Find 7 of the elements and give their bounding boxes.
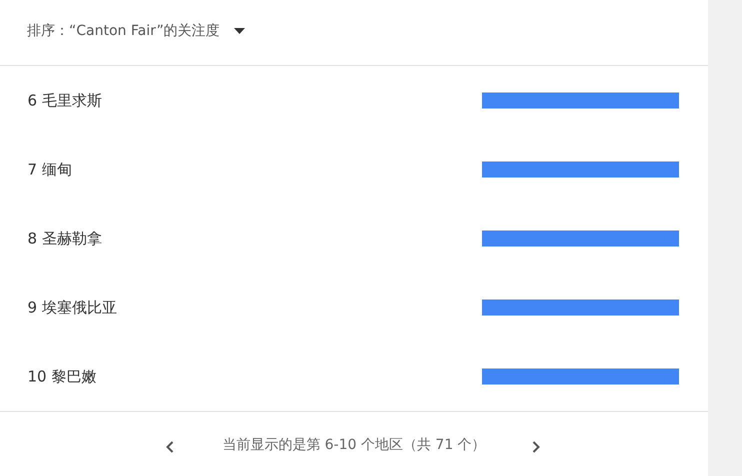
y-tick-label: 9 埃塞俄比亚 bbox=[28, 298, 117, 316]
y-tick-label: 8 圣赫勒拿 bbox=[28, 230, 102, 248]
y-tick-label: 7 缅甸 bbox=[28, 160, 72, 178]
y-tick-label: 6 毛里求斯 bbox=[28, 92, 102, 110]
text: 当前显示的是第 6-10 个地区（共 71 个） bbox=[221, 436, 487, 454]
text: 排序：“Canton Fair”的关注度 bbox=[27, 22, 220, 40]
y-tick-label: 10 黎巴嫩 bbox=[28, 368, 96, 386]
